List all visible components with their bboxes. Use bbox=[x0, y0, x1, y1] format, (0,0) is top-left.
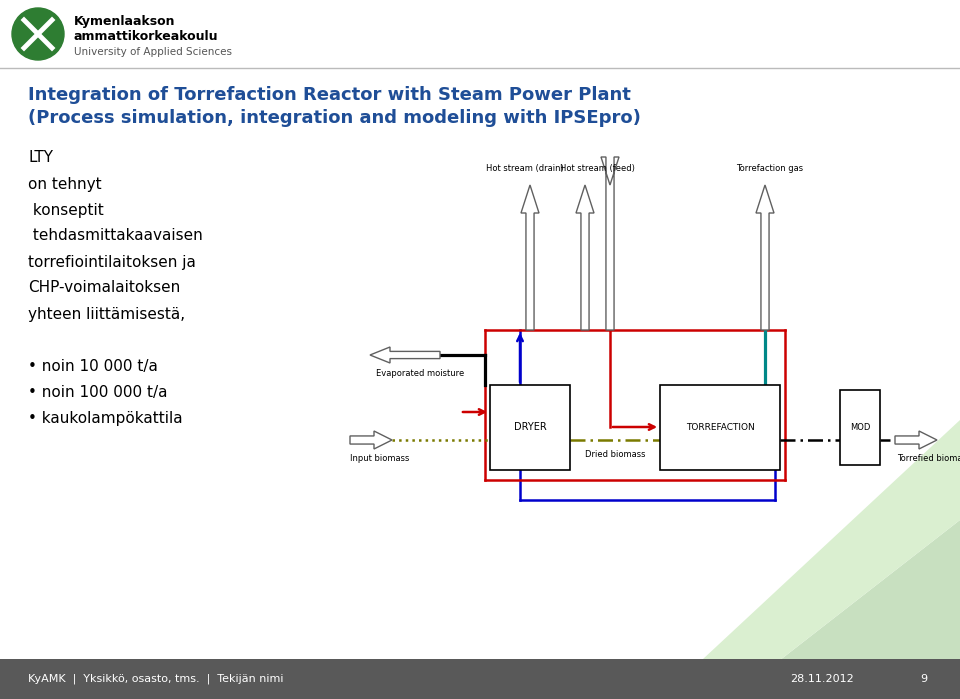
Text: • kaukolampökattila: • kaukolampökattila bbox=[28, 410, 182, 426]
Text: 28.11.2012: 28.11.2012 bbox=[790, 674, 853, 684]
Text: Torrefaction gas: Torrefaction gas bbox=[736, 164, 804, 173]
Text: • noin 100 000 t/a: • noin 100 000 t/a bbox=[28, 384, 167, 400]
Text: tehdasmittakaavaisen: tehdasmittakaavaisen bbox=[28, 229, 203, 243]
Text: DRYER: DRYER bbox=[514, 422, 546, 433]
Text: Torrefied biomass: Torrefied biomass bbox=[897, 454, 960, 463]
Text: LTY: LTY bbox=[28, 150, 53, 166]
Bar bbox=[840, 390, 880, 465]
Polygon shape bbox=[660, 420, 960, 699]
Text: KyAMK  |  Yksikkö, osasto, tms.  |  Tekijän nimi: KyAMK | Yksikkö, osasto, tms. | Tekijän … bbox=[28, 674, 283, 684]
Bar bbox=[660, 385, 780, 470]
Text: Hot stream (drain): Hot stream (drain) bbox=[486, 164, 564, 173]
Polygon shape bbox=[521, 185, 539, 330]
Text: Kymenlaakson: Kymenlaakson bbox=[74, 15, 176, 29]
Polygon shape bbox=[576, 185, 594, 330]
Text: Input biomass: Input biomass bbox=[350, 454, 409, 463]
Text: Dried biomass: Dried biomass bbox=[585, 450, 645, 459]
Polygon shape bbox=[370, 347, 440, 363]
Polygon shape bbox=[601, 157, 619, 330]
Text: torrefiointilaitoksen ja: torrefiointilaitoksen ja bbox=[28, 254, 196, 270]
Text: on tehnyt: on tehnyt bbox=[28, 177, 102, 192]
Text: (Process simulation, integration and modeling with IPSEpro): (Process simulation, integration and mod… bbox=[28, 109, 641, 127]
Text: University of Applied Sciences: University of Applied Sciences bbox=[74, 47, 232, 57]
Text: ammattikorkeakoulu: ammattikorkeakoulu bbox=[74, 29, 219, 43]
Text: TORREFACTION: TORREFACTION bbox=[685, 423, 755, 432]
Text: Evaporated moisture: Evaporated moisture bbox=[376, 369, 465, 378]
Text: MOD: MOD bbox=[850, 423, 870, 432]
Text: CHP-voimalaitoksen: CHP-voimalaitoksen bbox=[28, 280, 180, 296]
Polygon shape bbox=[590, 520, 960, 699]
Text: konseptit: konseptit bbox=[28, 203, 104, 217]
Polygon shape bbox=[756, 185, 774, 330]
Text: yhteen liittämisestä,: yhteen liittämisestä, bbox=[28, 306, 185, 322]
Bar bbox=[490, 385, 570, 470]
Text: 9: 9 bbox=[920, 674, 927, 684]
Polygon shape bbox=[895, 431, 937, 449]
Text: Integration of Torrefaction Reactor with Steam Power Plant: Integration of Torrefaction Reactor with… bbox=[28, 86, 631, 104]
Text: • noin 10 000 t/a: • noin 10 000 t/a bbox=[28, 359, 157, 373]
Circle shape bbox=[12, 8, 64, 60]
Text: Hot stream (feed): Hot stream (feed) bbox=[560, 164, 635, 173]
Bar bbox=[0, 659, 960, 699]
Polygon shape bbox=[350, 431, 392, 449]
